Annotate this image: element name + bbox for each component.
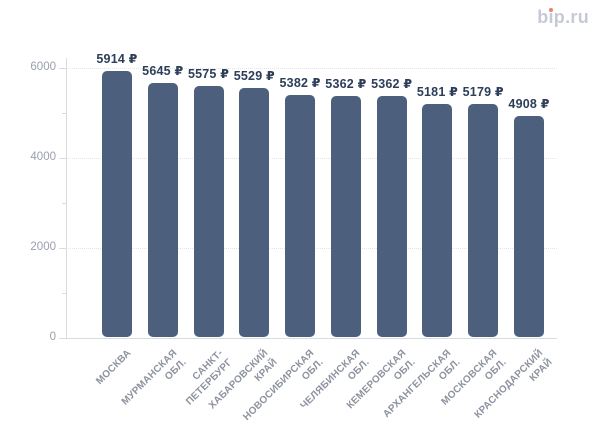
x-axis-line bbox=[66, 338, 557, 339]
y-axis-tick bbox=[59, 338, 66, 339]
logo-i-dot-icon bbox=[549, 8, 554, 12]
y-axis-label: 2000 bbox=[30, 241, 56, 253]
bar-value-label: 5645 ₽ bbox=[142, 63, 184, 78]
logo-i: ı bbox=[548, 7, 554, 27]
bar[interactable] bbox=[147, 82, 178, 337]
bar-value-label: 5179 ₽ bbox=[462, 84, 504, 99]
bar-value-label: 5575 ₽ bbox=[187, 67, 230, 82]
bar[interactable] bbox=[422, 103, 453, 337]
y-axis-label: 6000 bbox=[30, 61, 56, 73]
bar[interactable] bbox=[285, 94, 316, 337]
bar[interactable] bbox=[514, 116, 545, 337]
y-axis-minor-tick bbox=[62, 203, 66, 204]
y-axis-line bbox=[66, 58, 67, 338]
y-axis-label: 4000 bbox=[30, 151, 56, 163]
bar[interactable] bbox=[102, 70, 132, 337]
y-gridline bbox=[66, 68, 557, 69]
y-axis-minor-tick bbox=[62, 293, 66, 294]
y-axis-minor-tick bbox=[62, 113, 66, 114]
bar[interactable] bbox=[239, 88, 270, 337]
bar-value-label: 5382 ₽ bbox=[279, 75, 321, 90]
bar[interactable] bbox=[193, 86, 224, 337]
bar-value-label: 5181 ₽ bbox=[416, 84, 459, 99]
bar-value-label: 5529 ₽ bbox=[233, 69, 275, 84]
y-axis-tick bbox=[59, 248, 66, 249]
y-axis-tick bbox=[59, 158, 66, 159]
bar-value-label: 5362 ₽ bbox=[371, 76, 413, 91]
y-axis-label: 0 bbox=[49, 331, 56, 343]
bar[interactable] bbox=[330, 95, 361, 337]
bar[interactable] bbox=[468, 103, 499, 337]
site-logo[interactable]: bı p.ru bbox=[537, 7, 589, 27]
y-axis-tick bbox=[59, 68, 66, 69]
bar-value-label: 4908 ₽ bbox=[508, 97, 550, 112]
bar-value-label: 5362 ₽ bbox=[325, 76, 367, 91]
bar[interactable] bbox=[376, 95, 407, 337]
bar-value-label: 5914 ₽ bbox=[96, 51, 138, 66]
